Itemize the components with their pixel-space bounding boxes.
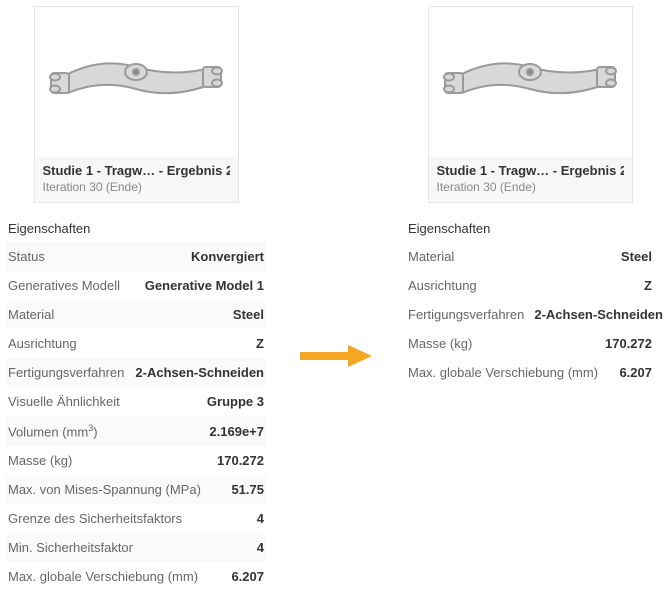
thumbnail-title: Studie 1 - Tragw… - Ergebnis 24 [43,163,230,178]
thumbnail-title: Studie 1 - Tragw… - Ergebnis 24 [437,163,624,178]
properties-heading: Eigenschaften [6,221,266,236]
property-value: 4 [257,540,264,555]
property-row: Generatives Modell Generative Model 1 [6,271,266,300]
property-row: Volumen (mm3) 2.169e+7 [6,416,266,446]
property-label: Grenze des Sicherheitsfaktors [8,511,182,526]
property-label: Max. globale Verschiebung (mm) [408,365,598,380]
property-value: Z [644,278,652,293]
property-row: Material Steel [6,300,266,329]
property-label: Volumen (mm3) [8,423,98,439]
property-value: 4 [257,511,264,526]
bracket-part-icon [435,27,625,137]
thumbnail-caption: Studie 1 - Tragw… - Ergebnis 24 Iteratio… [35,157,238,202]
property-row: Max. von Mises-Spannung (MPa) 51.75 [6,475,266,504]
property-value: Steel [233,307,264,322]
thumbnail-card[interactable]: Studie 1 - Tragw… - Ergebnis 24 Iteratio… [400,6,660,203]
property-value: Konvergiert [191,249,264,264]
property-value: Steel [621,249,652,264]
property-value: 2-Achsen-Schneiden [534,307,663,322]
property-row: Status Konvergiert [6,242,266,271]
properties-list: Material Steel Ausrichtung Z Fertigungsv… [400,242,660,387]
property-value: 2-Achsen-Schneiden [135,365,264,380]
thumbnail-image [429,7,632,157]
property-value: 170.272 [217,453,264,468]
property-value: 51.75 [231,482,264,497]
property-value: 6.207 [619,365,652,380]
property-row: Min. Sicherheitsfaktor 4 [6,533,266,562]
property-label: Material [8,307,54,322]
property-value: Z [256,336,264,351]
property-label: Ausrichtung [408,278,477,293]
property-label: Material [408,249,454,264]
property-label: Masse (kg) [408,336,472,351]
property-label: Fertigungsverfahren [408,307,524,322]
property-row: Fertigungsverfahren 2-Achsen-Schneiden [400,300,660,329]
property-label: Ausrichtung [8,336,77,351]
thumbnail-subtitle: Iteration 30 (Ende) [437,180,624,194]
property-row: Grenze des Sicherheitsfaktors 4 [6,504,266,533]
property-label: Visuelle Ähnlichkeit [8,394,120,409]
arrow-icon [300,345,372,367]
properties-heading: Eigenschaften [400,221,660,236]
property-label: Max. von Mises-Spannung (MPa) [8,482,201,497]
property-label: Status [8,249,45,264]
right-panel: Studie 1 - Tragw… - Ergebnis 24 Iteratio… [400,6,660,387]
property-label: Max. globale Verschiebung (mm) [8,569,198,584]
thumbnail-image [35,7,238,157]
property-value: Gruppe 3 [207,394,264,409]
thumbnail-caption: Studie 1 - Tragw… - Ergebnis 24 Iteratio… [429,157,632,202]
property-row: Masse (kg) 170.272 [400,329,660,358]
property-value: 2.169e+7 [209,424,264,439]
property-value: Generative Model 1 [145,278,264,293]
property-label: Fertigungsverfahren [8,365,124,380]
property-row: Max. globale Verschiebung (mm) 6.207 [6,562,266,591]
property-value: 6.207 [231,569,264,584]
property-row: Ausrichtung Z [400,271,660,300]
left-panel: Studie 1 - Tragw… - Ergebnis 24 Iteratio… [6,6,266,591]
thumbnail-subtitle: Iteration 30 (Ende) [43,180,230,194]
property-label: Min. Sicherheitsfaktor [8,540,133,555]
property-label: Masse (kg) [8,453,72,468]
property-row: Masse (kg) 170.272 [6,446,266,475]
property-row: Max. globale Verschiebung (mm) 6.207 [400,358,660,387]
property-label: Generatives Modell [8,278,120,293]
thumbnail-card[interactable]: Studie 1 - Tragw… - Ergebnis 24 Iteratio… [6,6,266,203]
property-row: Material Steel [400,242,660,271]
bracket-part-icon [41,27,231,137]
property-value: 170.272 [605,336,652,351]
property-row: Ausrichtung Z [6,329,266,358]
property-row: Visuelle Ähnlichkeit Gruppe 3 [6,387,266,416]
property-row: Fertigungsverfahren 2-Achsen-Schneiden [6,358,266,387]
properties-list: Status Konvergiert Generatives Modell Ge… [6,242,266,591]
